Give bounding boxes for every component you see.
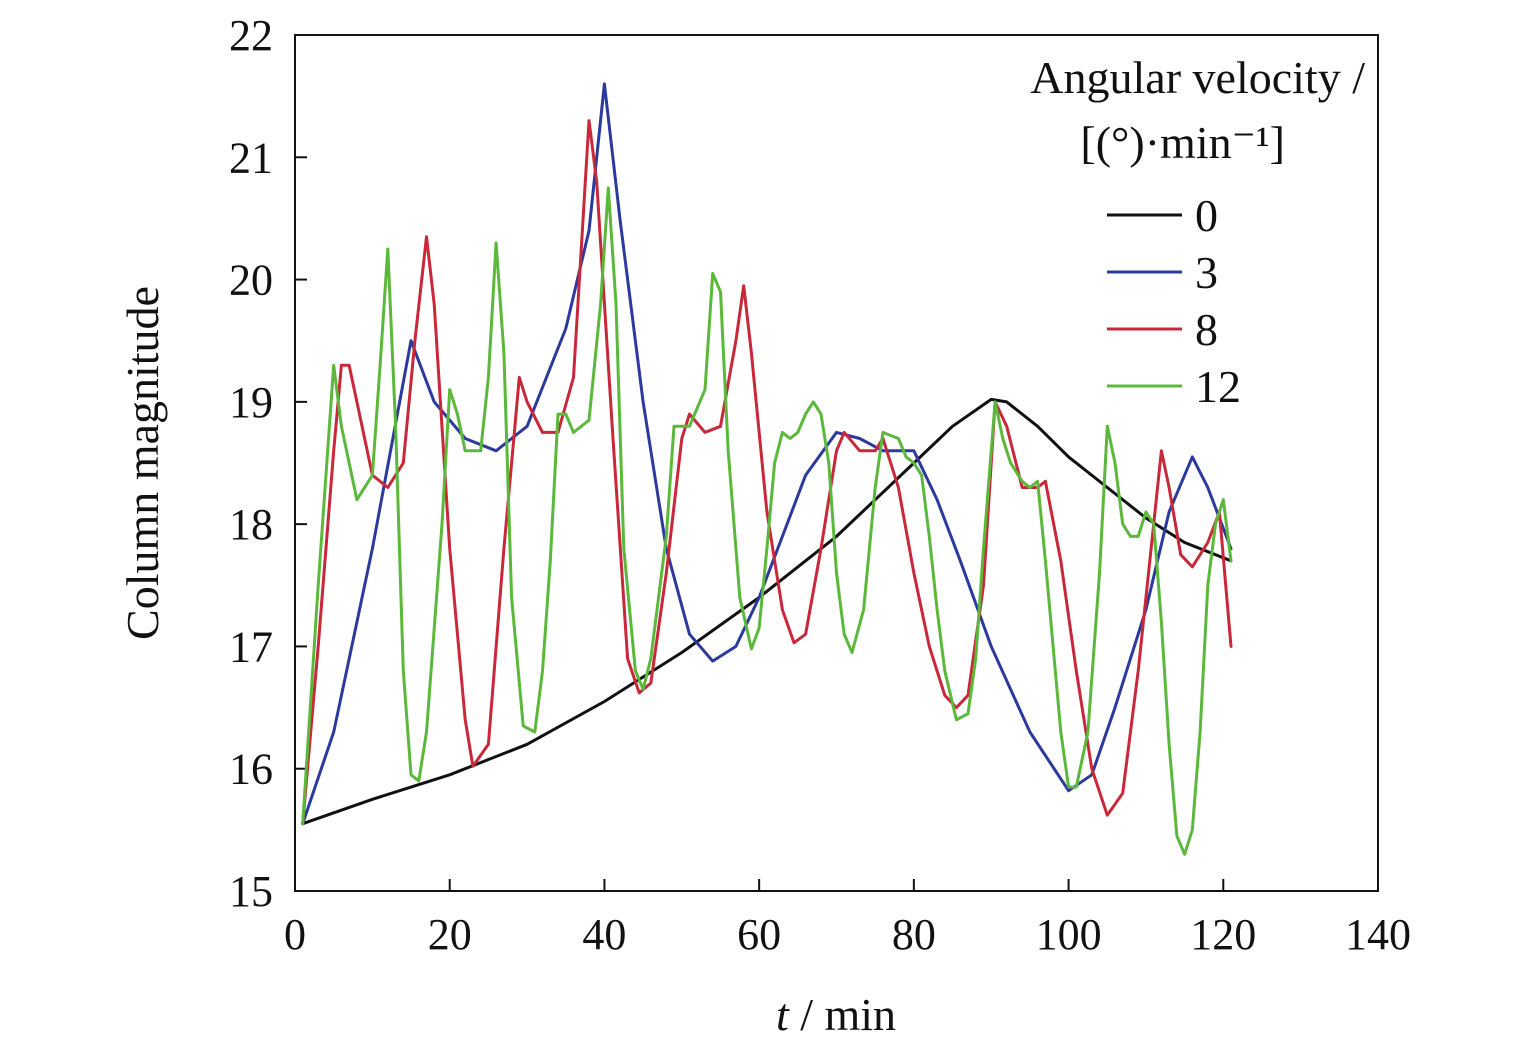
y-tick-label: 19 bbox=[229, 378, 273, 427]
series-line-12 bbox=[301, 186, 1233, 856]
x-axis-variable: t bbox=[776, 989, 790, 1040]
y-tick-label: 20 bbox=[229, 256, 273, 305]
y-tick-label: 16 bbox=[229, 745, 273, 794]
series-layer bbox=[301, 82, 1233, 856]
x-axis-title: t / min bbox=[776, 989, 896, 1040]
x-tick-label: 40 bbox=[582, 910, 626, 959]
x-tick-label: 140 bbox=[1345, 910, 1411, 959]
x-tick-label: 0 bbox=[284, 910, 306, 959]
series-line-8 bbox=[301, 119, 1233, 826]
plot-frame bbox=[294, 34, 1379, 892]
legend: Angular velocity / [(°)·min⁻¹] 0 3 8 12 bbox=[1030, 52, 1365, 412]
x-axis-unit: / min bbox=[789, 989, 896, 1040]
y-tick-label: 18 bbox=[229, 500, 273, 549]
y-axis-title: Column magnitude bbox=[117, 286, 168, 640]
x-tick-label: 60 bbox=[737, 910, 781, 959]
x-tick-label: 120 bbox=[1190, 910, 1256, 959]
legend-label-3: 3 bbox=[1195, 247, 1218, 298]
legend-label-8: 8 bbox=[1195, 304, 1218, 355]
x-tick-label: 20 bbox=[428, 910, 472, 959]
y-tick-label: 17 bbox=[229, 622, 273, 671]
y-tick-label: 22 bbox=[229, 11, 273, 60]
x-tick-label: 80 bbox=[892, 910, 936, 959]
y-tick-label: 15 bbox=[229, 867, 273, 916]
x-tick-label: 100 bbox=[1036, 910, 1102, 959]
legend-label-0: 0 bbox=[1195, 190, 1218, 241]
legend-label-12: 12 bbox=[1195, 361, 1241, 412]
legend-title-line1: Angular velocity / bbox=[1030, 52, 1365, 103]
y-tick-label: 21 bbox=[229, 133, 273, 182]
series-line-3 bbox=[301, 82, 1233, 826]
legend-title-line2: [(°)·min⁻¹] bbox=[1080, 117, 1285, 168]
